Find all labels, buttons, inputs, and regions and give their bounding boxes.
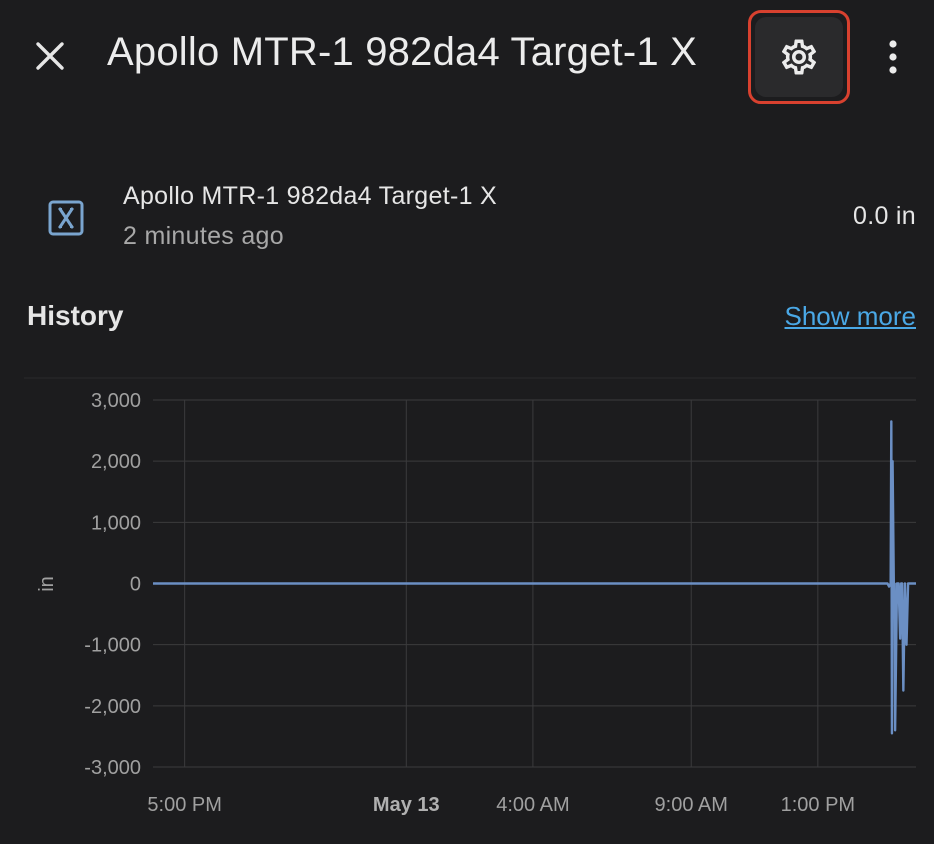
entity-row: Apollo MTR-1 982da4 Target-1 X 2 minutes… bbox=[0, 170, 934, 260]
gear-icon bbox=[781, 39, 817, 75]
close-icon bbox=[36, 42, 64, 70]
x-tick-label: 9:00 AM bbox=[655, 794, 728, 816]
axis-x-icon bbox=[48, 200, 84, 236]
entity-state: 0.0 in bbox=[853, 202, 916, 230]
settings-highlight-frame bbox=[748, 10, 850, 104]
y-tick-label: -2,000 bbox=[84, 696, 141, 718]
y-tick-label: 3,000 bbox=[91, 390, 141, 412]
history-title: History bbox=[27, 300, 124, 331]
y-tick-label: 0 bbox=[130, 574, 141, 596]
show-more-link[interactable]: Show more bbox=[784, 301, 917, 331]
close-button[interactable] bbox=[22, 28, 78, 84]
dialog-header: Apollo MTR-1 982da4 Target-1 X bbox=[0, 0, 934, 112]
entity-last-changed: 2 minutes ago bbox=[123, 222, 284, 250]
x-tick-label: 4:00 AM bbox=[496, 794, 569, 816]
y-axis-label: in bbox=[36, 576, 58, 592]
y-tick-label: 2,000 bbox=[91, 451, 141, 473]
history-chart: 3,000 2,000 1,000 0 -1,000 -2,000 -3,000 5:00 P… bbox=[24, 377, 916, 816]
dialog-title: Apollo MTR-1 982da4 Target-1 X bbox=[107, 30, 698, 74]
settings-button[interactable] bbox=[755, 17, 843, 97]
series-line bbox=[153, 420, 916, 735]
y-tick-label: -1,000 bbox=[84, 635, 141, 657]
y-tick-label: -3,000 bbox=[84, 757, 141, 779]
more-options-button[interactable] bbox=[866, 30, 920, 84]
entity-name: Apollo MTR-1 982da4 Target-1 X bbox=[123, 182, 498, 210]
x-tick-label: 5:00 PM bbox=[147, 794, 221, 816]
x-tick-label: May 13 bbox=[373, 794, 440, 816]
x-tick-label: 1:00 PM bbox=[781, 794, 855, 816]
y-tick-label: 1,000 bbox=[91, 512, 141, 534]
more-vert-icon bbox=[889, 40, 897, 74]
